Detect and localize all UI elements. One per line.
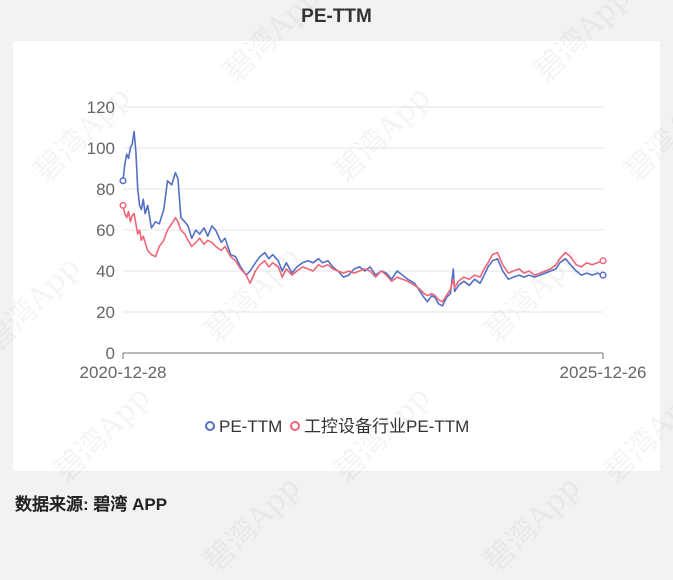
legend-label: PE-TTM — [219, 417, 282, 436]
legend-marker — [290, 421, 300, 431]
y-tick-label: 120 — [87, 98, 115, 117]
y-axis: 0 20 40 60 80 100 120 — [87, 98, 115, 363]
legend-marker — [205, 421, 215, 431]
y-tick-label: 20 — [96, 303, 115, 322]
x-axis: 2020-12-28 2025-12-26 — [80, 352, 647, 382]
legend: PE-TTM 工控设备行业PE-TTM — [205, 417, 469, 436]
series-start-point — [119, 177, 127, 185]
legend-label: 工控设备行业PE-TTM — [304, 417, 469, 436]
series-end-point — [599, 271, 607, 279]
data-source-label: 数据来源: 碧湾 APP — [15, 495, 168, 514]
series-end-point — [599, 257, 607, 265]
y-tick-label: 80 — [96, 180, 115, 199]
series-line-2 — [122, 205, 604, 303]
line-chart: 0 20 40 60 80 100 120 2020-12-28 2025-12-26 PE-… — [80, 98, 647, 436]
chart-title: PE-TTM — [301, 6, 372, 27]
series-line-1 — [122, 130, 604, 307]
y-tick-label: 40 — [96, 262, 115, 281]
series-layer — [119, 130, 607, 307]
x-tick-label: 2025-12-26 — [560, 363, 647, 382]
grid-lines — [123, 106, 603, 313]
series-start-point — [119, 201, 127, 209]
y-tick-label: 0 — [106, 344, 115, 363]
y-tick-label: 100 — [87, 139, 115, 158]
chart-card: 0 20 40 60 80 100 120 2020-12-28 2025-12-26 PE-… — [13, 41, 660, 471]
y-tick-label: 60 — [96, 221, 115, 240]
x-tick-label: 2020-12-28 — [80, 363, 167, 382]
